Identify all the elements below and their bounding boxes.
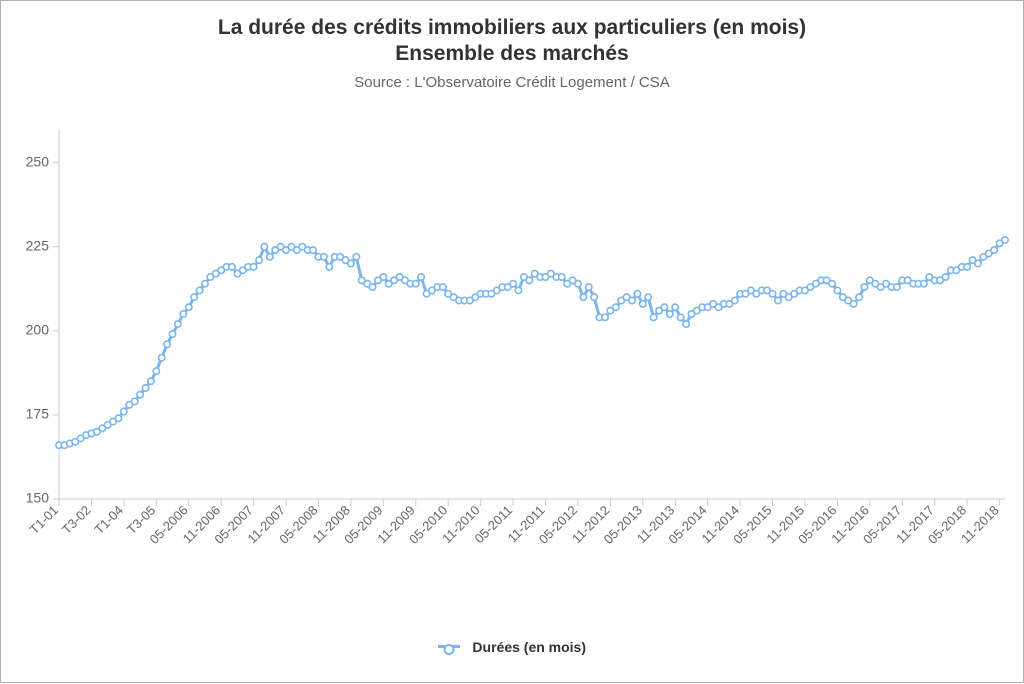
svg-text:225: 225 (26, 237, 50, 253)
svg-text:150: 150 (26, 490, 50, 506)
legend-swatch-icon (438, 645, 460, 648)
svg-text:T1-04: T1-04 (91, 503, 126, 538)
svg-text:250: 250 (26, 153, 50, 169)
legend-label: Durées (en mois) (472, 639, 586, 655)
svg-text:T1-01: T1-01 (26, 503, 61, 538)
chart-legend: Durées (en mois) (1, 638, 1023, 656)
svg-text:200: 200 (26, 322, 50, 338)
chart-svg: 150175200225250T1-01T3-02T1-04T3-0505-20… (1, 1, 1024, 684)
svg-text:175: 175 (26, 406, 50, 422)
chart-container: La durée des crédits immobiliers aux par… (0, 0, 1024, 683)
svg-text:T3-02: T3-02 (59, 503, 94, 538)
